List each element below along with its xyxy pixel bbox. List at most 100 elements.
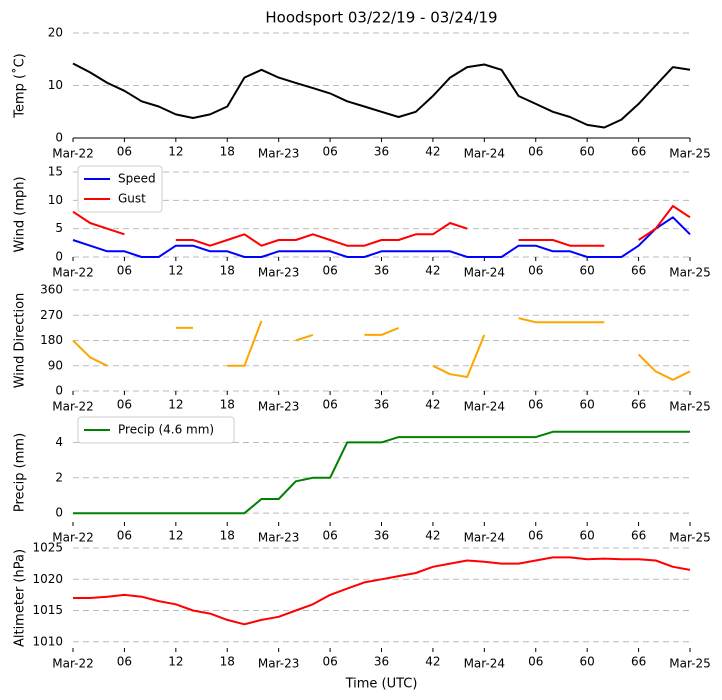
legend: Precip (4.6 mm) [77,416,235,444]
y-tick-label: 1020 [32,572,63,586]
x-tick-label: 18 [220,264,235,278]
x-tick-label: Mar-24 [464,147,505,161]
legend-label: Speed [118,172,156,186]
x-tick-label: Mar-24 [464,266,505,280]
x-tick-label: 42 [425,398,440,412]
x-tick-label: 66 [631,145,646,159]
x-tick-label: 36 [374,145,389,159]
y-tick-label: 90 [48,358,63,372]
x-tick-label: Mar-25 [669,531,710,545]
x-tick-label: 36 [374,655,389,669]
x-tick-label: 42 [425,655,440,669]
x-tick-label: Mar-25 [669,147,710,161]
y-axis-label: Altimeter (hPa) [13,549,28,647]
y-tick-label: 1015 [32,603,63,617]
x-tick-label: Mar-23 [258,266,299,280]
x-tick-label: 06 [322,655,337,669]
x-tick-label: 42 [425,529,440,543]
x-tick-label: Mar-22 [52,147,93,161]
y-tick-label: 15 [48,165,63,179]
y-tick-label: 20 [48,26,63,40]
x-tick-label: Mar-22 [52,657,93,671]
x-tick-label: 06 [322,398,337,412]
x-tick-label: Mar-24 [464,531,505,545]
y-tick-label: 2 [55,470,63,484]
x-tick-label: Mar-23 [258,657,299,671]
series-line [72,205,691,247]
x-tick-label: Mar-24 [464,400,505,414]
x-tick-label: 06 [117,655,132,669]
x-tick-label: 12 [168,398,183,412]
x-tick-label: 12 [168,145,183,159]
x-tick-label: 06 [117,145,132,159]
legend-label: Precip (4.6 mm) [118,423,214,437]
x-tick-label: Mar-22 [52,531,93,545]
x-tick-label: 42 [425,264,440,278]
y-tick-label: 0 [55,250,63,264]
x-tick-label: 12 [168,264,183,278]
y-axis-label: Precip (mm) [13,433,28,512]
x-tick-label: Mar-24 [464,657,505,671]
y-tick-label: 0 [55,131,63,145]
legend-label: Gust [118,192,146,206]
x-tick-label: 36 [374,398,389,412]
legend: Speed Gust [77,165,163,213]
x-tick-label: 06 [528,145,543,159]
chart-title: Hoodsport 03/22/19 - 03/24/19 [265,9,497,27]
x-tick-label: Mar-23 [258,531,299,545]
series-line [73,430,690,515]
y-tick-label: 1025 [32,541,63,555]
x-tick-label: Mar-25 [669,400,710,414]
series-line [72,62,691,129]
x-tick-label: 06 [322,145,337,159]
x-tick-label: 60 [580,398,595,412]
legend-box [77,165,163,213]
x-tick-label: 60 [580,655,595,669]
x-tick-label: 18 [220,145,235,159]
x-tick-label: 66 [631,529,646,543]
x-tick-label: 06 [528,655,543,669]
x-tick-label: 18 [220,655,235,669]
x-tick-label: Mar-23 [258,400,299,414]
y-axis-label: Wind (mph) [13,176,28,252]
y-axis-label: Wind Direction [13,293,28,389]
y-tick-label: 10 [48,78,63,92]
x-tick-label: 42 [425,145,440,159]
y-tick-label: 10 [48,193,63,207]
y-tick-label: 0 [55,506,63,520]
x-tick-label: 60 [580,264,595,278]
y-axis-label: Temp (˚C) [12,53,28,119]
y-tick-label: 1010 [32,634,63,648]
x-tick-label: 06 [528,398,543,412]
x-tick-label: 60 [580,145,595,159]
x-tick-label: 66 [631,264,646,278]
y-tick-label: 0 [55,384,63,398]
x-tick-label: 36 [374,529,389,543]
x-tick-label: 06 [117,529,132,543]
x-tick-label: Mar-22 [52,266,93,280]
x-tick-label: 60 [580,529,595,543]
x-tick-label: 12 [168,529,183,543]
y-tick-label: 270 [40,308,63,322]
x-axis-label: Time (UTC) [345,677,418,692]
x-tick-label: Mar-25 [669,657,710,671]
x-tick-label: Mar-23 [258,147,299,161]
series-line [72,317,691,381]
y-tick-label: 360 [40,283,63,297]
series-line [73,556,691,626]
x-tick-label: Mar-22 [52,400,93,414]
x-tick-label: 66 [631,398,646,412]
x-tick-label: 06 [528,264,543,278]
x-tick-label: Mar-25 [669,266,710,280]
x-tick-label: 06 [322,529,337,543]
x-tick-label: 36 [374,264,389,278]
x-tick-label: 06 [528,529,543,543]
legend-box [77,416,235,444]
y-tick-label: 5 [55,221,63,235]
x-tick-label: 18 [220,398,235,412]
x-tick-label: 12 [168,655,183,669]
y-tick-label: 180 [40,333,63,347]
x-tick-label: 06 [322,264,337,278]
x-tick-label: 18 [220,529,235,543]
series-line [72,216,691,258]
